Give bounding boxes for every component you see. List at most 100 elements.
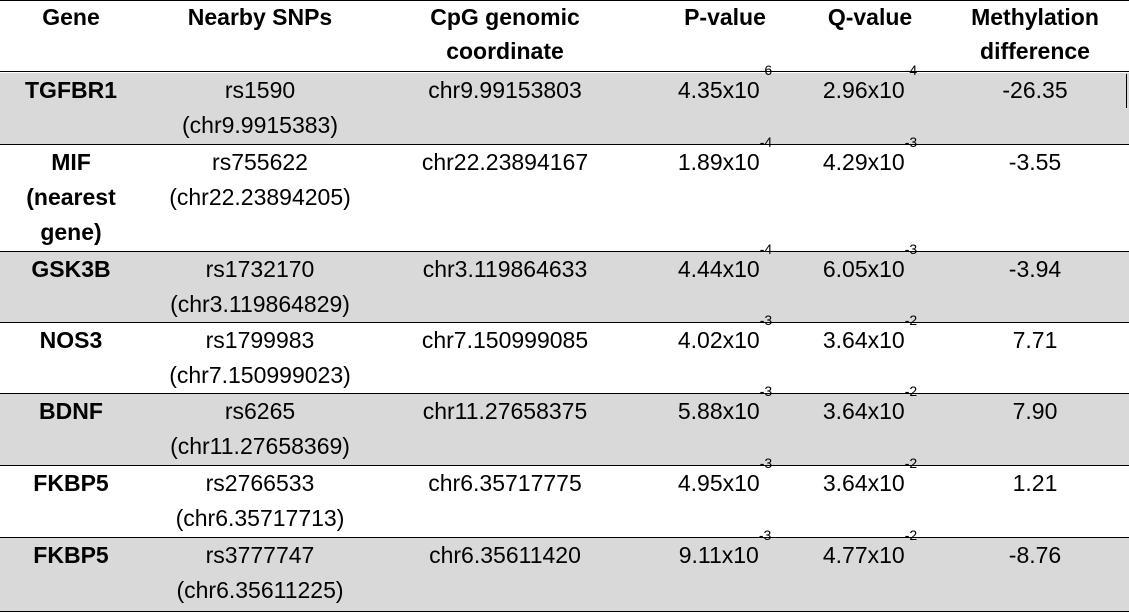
- cpg-cell: chr11.27658375: [390, 394, 620, 429]
- qvalue-base: 6.05x10: [822, 256, 905, 282]
- cpg-coordinate: chr9.99153803: [428, 77, 582, 103]
- gene-line: MIF: [51, 149, 91, 175]
- cropped-edge-line: [1126, 74, 1127, 108]
- gene-line: NOS3: [39, 327, 103, 353]
- snp-cell: rs3777747 (chr6.35611225): [145, 538, 375, 608]
- methylation-cell: -26.35: [955, 73, 1115, 108]
- qvalue-base: 3.64x10: [822, 398, 905, 424]
- header-gene-label: Gene: [42, 4, 100, 30]
- gene-cell: NOS3: [10, 323, 132, 358]
- gene-line: BDNF: [39, 398, 103, 424]
- methylation-cell: -3.55: [955, 145, 1115, 180]
- qvalue-base: 4.29x10: [822, 149, 905, 175]
- gene-cell: FKBP5: [10, 466, 132, 501]
- header-gene: Gene: [10, 0, 132, 34]
- gene-cell: TGFBR1: [10, 73, 132, 108]
- snp-id: rs755622: [212, 149, 308, 175]
- qvalue-cell: 6.05x10-3: [800, 242, 940, 287]
- header-snp-label: Nearby SNPs: [187, 4, 333, 30]
- qvalue-exponent: -2: [904, 312, 918, 328]
- table-row: MIF (nearest gene) rs755622 (chr22.2389420…: [0, 135, 1129, 252]
- qvalue-base: 3.64x10: [822, 470, 905, 496]
- snp-coordinate: (chr7.150999023): [169, 362, 351, 388]
- qvalue-cell: 4.29x10-3: [800, 135, 940, 180]
- pvalue-exponent: -3: [758, 527, 772, 543]
- pvalue-cell: 1.89x10-4: [655, 135, 795, 180]
- header-pvalue-label: P-value: [684, 4, 766, 30]
- methylation-cell: 7.90: [955, 394, 1115, 429]
- header-snp: Nearby SNPs: [145, 0, 375, 34]
- snp-id: rs6265: [224, 398, 296, 424]
- cpg-cell: chr22.23894167: [390, 145, 620, 180]
- snp-coordinate: (chr6.35717713): [175, 505, 345, 531]
- pvalue-exponent: -4: [759, 241, 773, 257]
- cpg-cell: chr6.35611420: [390, 538, 620, 573]
- pvalue-cell: 4.35x10-6: [655, 63, 795, 108]
- pvalue-exponent: -3: [759, 383, 773, 399]
- methylation-cell: 1.21: [955, 466, 1115, 501]
- snp-id: rs1590: [224, 77, 296, 103]
- methylation-difference: 1.21: [1012, 470, 1058, 496]
- gene-line: (nearest: [26, 184, 116, 210]
- header-pvalue: P-value: [655, 0, 795, 34]
- pvalue-cell: 4.02x10-3: [655, 313, 795, 358]
- qvalue-base: 3.64x10: [822, 327, 905, 353]
- pvalue-cell: 9.11x10-3: [655, 528, 795, 573]
- cpg-coordinate: chr3.119864633: [422, 256, 588, 282]
- table-row: FKBP5 rs3777747 (chr6.35611225) chr6.356…: [0, 528, 1129, 612]
- methylation-cell: -3.94: [955, 252, 1115, 287]
- cpg-coordinate: chr6.35611420: [429, 542, 581, 568]
- gene-cell: FKBP5: [10, 538, 132, 573]
- cpg-coordinate: chr6.35717775: [428, 470, 582, 496]
- qvalue-exponent: -3: [904, 241, 918, 257]
- header-cpg-line1: CpG genomic: [430, 4, 580, 30]
- qvalue-exponent: -2: [904, 455, 918, 471]
- table-header-row: Gene Nearby SNPs CpG genomic coordinate …: [0, 0, 1129, 72]
- methylation-difference: -3.55: [1008, 149, 1062, 175]
- gene-line: GSK3B: [31, 256, 111, 282]
- cpg-cell: chr3.119864633: [390, 252, 620, 287]
- table-row: NOS3 rs1799983 (chr7.150999023) chr7.150…: [0, 313, 1129, 394]
- methylation-cell: -8.76: [955, 538, 1115, 573]
- header-methylation: Methylation difference: [955, 0, 1115, 68]
- cpg-coordinate: chr7.150999085: [421, 327, 589, 353]
- cpg-coordinate: chr22.23894167: [421, 149, 589, 175]
- snp-cell: rs2766533 (chr6.35717713): [145, 466, 375, 536]
- snp-cell: rs6265 (chr11.27658369): [145, 394, 375, 464]
- pvalue-cell: 4.95x10-3: [655, 456, 795, 501]
- pvalue-base: 4.35x10: [677, 77, 760, 103]
- pvalue-cell: 4.44x10-4: [655, 242, 795, 287]
- snp-cell: rs1799983 (chr7.150999023): [145, 323, 375, 393]
- table-top-rule: [0, 0, 1129, 1]
- snp-coordinate: (chr11.27658369): [170, 433, 350, 459]
- methylation-difference: -26.35: [1002, 77, 1068, 103]
- snp-cell: rs1590 (chr9.9915383): [145, 73, 375, 143]
- qvalue-cell: 3.64x10-2: [800, 456, 940, 501]
- header-meth-line1: Methylation: [971, 4, 1099, 30]
- snp-coordinate: (chr3.119864829): [170, 291, 350, 317]
- gene-cell: BDNF: [10, 394, 132, 429]
- qvalue-base: 2.96x10: [822, 77, 905, 103]
- methylation-difference: -8.76: [1008, 542, 1062, 568]
- cpg-cell: chr9.99153803: [390, 73, 620, 108]
- snp-id: rs2766533: [205, 470, 315, 496]
- snp-id: rs1799983: [205, 327, 315, 353]
- gene-cell: MIF (nearest gene): [10, 145, 132, 250]
- cpg-cell: chr7.150999085: [390, 323, 620, 358]
- cpg-cell: chr6.35717775: [390, 466, 620, 501]
- pvalue-base: 4.95x10: [677, 470, 760, 496]
- gene-line: FKBP5: [33, 470, 109, 496]
- qvalue-cell: 4.77x10-2: [800, 528, 940, 573]
- qvalue-base: 4.77x10: [822, 542, 905, 568]
- methylation-difference: 7.71: [1012, 327, 1058, 353]
- qvalue-exponent: -2: [904, 527, 918, 543]
- pvalue-exponent: -4: [759, 134, 773, 150]
- header-qvalue: Q-value: [800, 0, 940, 34]
- pvalue-base: 1.89x10: [677, 149, 760, 175]
- qvalue-exponent: -3: [904, 134, 918, 150]
- pvalue-base: 4.44x10: [677, 256, 760, 282]
- table-row: FKBP5 rs2766533 (chr6.35717713) chr6.357…: [0, 456, 1129, 538]
- pvalue-exponent: -6: [759, 62, 773, 78]
- pvalue-exponent: -3: [759, 312, 773, 328]
